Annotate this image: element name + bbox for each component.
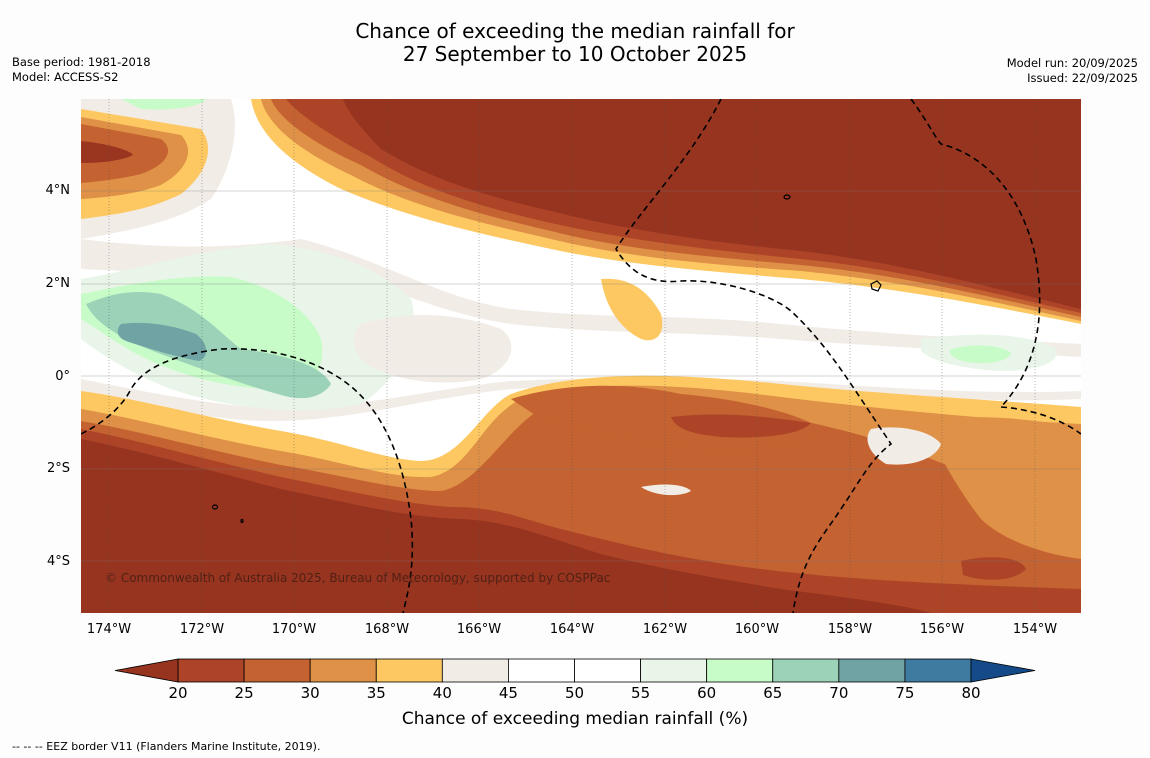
east-wet-patch-65 <box>949 345 1011 364</box>
colorbar-segment <box>706 658 774 683</box>
model-text: Model: ACCESS-S2 <box>12 70 119 84</box>
meta-right: Model run: 20/09/2025 Issued: 22/09/2025 <box>1007 56 1138 86</box>
colorbar-tick-label: 45 <box>498 684 518 702</box>
colorbar-segment <box>904 658 972 683</box>
lon-label-174w: 174°W <box>86 622 132 637</box>
colorbar-tick-label: 30 <box>300 684 320 702</box>
colorbar-tick-label: 60 <box>697 684 717 702</box>
colorbar-title: Chance of exceeding median rainfall (%) <box>401 709 749 729</box>
lat-label-2n: 2°N <box>45 276 71 291</box>
colorbar-segment <box>441 658 509 683</box>
colorbar-segment <box>309 658 377 683</box>
lat-label-4s: 4°S <box>46 554 70 569</box>
nw-dry-patch-20 <box>81 141 133 163</box>
colorbar-segment <box>375 658 443 683</box>
lon-label-156w: 156°W <box>919 622 965 637</box>
lon-label-166w: 166°W <box>456 622 502 637</box>
lon-label-162w: 162°W <box>642 622 688 637</box>
map-lat-grid <box>81 190 1081 562</box>
rainfall-map-svg <box>81 99 1081 613</box>
colorbar-segment <box>243 658 311 683</box>
colorbar-under-arrow <box>114 658 179 683</box>
lon-label-160w: 160°W <box>734 622 780 637</box>
colorbar-segment <box>574 658 641 683</box>
lon-label-158w: 158°W <box>827 622 873 637</box>
lat-label-4n: 4°N <box>45 183 71 198</box>
map-copyright: © Commonwealth of Australia 2025, Bureau… <box>105 571 611 585</box>
lon-label-154w: 154°W <box>1012 622 1058 637</box>
lat-label-0: 0° <box>55 369 70 384</box>
colorbar-segment <box>177 658 245 683</box>
lon-label-170w: 170°W <box>271 622 317 637</box>
southeast-patch <box>921 417 1081 559</box>
colorbar-tick-label: 50 <box>564 684 585 702</box>
central-dry-core-20 <box>671 414 811 438</box>
colorbar-over-arrow <box>970 658 1036 683</box>
colorbar-tick-label: 40 <box>432 684 452 702</box>
nw-wet-patch <box>121 99 206 110</box>
colorbar-segments <box>177 658 972 683</box>
north-band-under <box>343 99 1081 309</box>
colorbar-tick-label: 35 <box>366 684 386 702</box>
eez-borders <box>81 99 1081 613</box>
colorbar-segment <box>640 658 708 683</box>
base-period-text: Base period: 1981-2018 <box>12 55 151 69</box>
map-title-line-2: 27 September to 10 October 2025 <box>402 42 748 66</box>
wet-belt-70 <box>86 292 331 399</box>
meta-left: Base period: 1981-2018 Model: ACCESS-S2 <box>12 55 151 85</box>
lon-label-168w: 168°W <box>364 622 410 637</box>
colorbar-tick-label: 80 <box>961 684 981 702</box>
map-title-line-1: Chance of exceeding the median rainfall … <box>355 19 795 43</box>
lon-label-164w: 164°W <box>549 622 595 637</box>
colorbar-tick-label: 25 <box>234 684 254 702</box>
colorbar-tick-label: 70 <box>829 684 849 702</box>
central-neutral-patch <box>353 314 512 383</box>
lon-label-172w: 172°W <box>179 622 225 637</box>
colorbar-segment <box>772 658 840 683</box>
eez-footnote: -- -- -- EEZ border V11 (Flanders Marine… <box>12 740 321 753</box>
colorbar-segment <box>508 658 575 683</box>
colorbar-segment <box>838 658 906 683</box>
south-neutral-speck <box>641 484 691 496</box>
wet-belt-75 <box>117 322 207 361</box>
southeast-dry-patch <box>961 557 1026 580</box>
issued-text: Issued: 22/09/2025 <box>1027 71 1138 85</box>
colorbar-tick-label: 55 <box>631 684 651 702</box>
islands <box>211 194 882 524</box>
model-run-text: Model run: 20/09/2025 <box>1006 56 1138 70</box>
colorbar-tick-label: 20 <box>168 684 188 702</box>
colorbar-tick-label: 75 <box>895 684 915 702</box>
south-band-under <box>81 439 931 613</box>
rainfall-map: © Commonwealth of Australia 2025, Bureau… <box>81 99 1081 613</box>
colorbar-tick-label: 65 <box>763 684 783 702</box>
central-dry-patch <box>601 278 663 341</box>
lat-label-2s: 2°S <box>46 461 70 476</box>
